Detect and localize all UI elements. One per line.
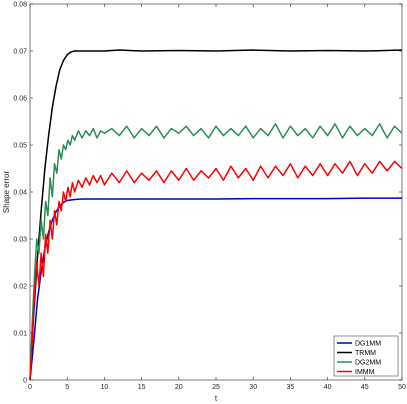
legend-label-trmm: TRMM — [355, 350, 376, 357]
x-tick-label: 15 — [138, 384, 146, 391]
legend: DG1MM TRMM DG2MM IMMM — [333, 335, 399, 377]
x-tick-label: 0 — [28, 384, 32, 391]
plot-area — [29, 3, 403, 381]
y-tick-label: 0.08 — [13, 2, 27, 9]
series-lines — [29, 49, 403, 381]
y-axis-label: Shape error — [2, 171, 11, 214]
x-tick-label: 50 — [398, 384, 406, 391]
series-line-dg1mm — [29, 197, 402, 381]
y-tick-label: 0.07 — [13, 49, 27, 56]
x-tick-label: 40 — [324, 384, 332, 391]
y-tick-label: 0.06 — [13, 96, 27, 103]
x-tick-label: 10 — [101, 384, 109, 391]
x-tick-label: 25 — [212, 384, 220, 391]
y-tick-label: 0.01 — [13, 331, 27, 338]
y-tick-label: 0.05 — [13, 143, 27, 150]
axis-ticks: 0 5 10 15 20 25 30 35 40 45 50 0 0.01 0.02 0.03 0.04 0.0… — [13, 2, 406, 392]
legend-label-dg2mm: DG2MM — [355, 360, 381, 367]
x-tick-label: 20 — [175, 384, 183, 391]
y-tick-label: 0 — [23, 378, 27, 385]
x-tick-label: 5 — [65, 384, 69, 391]
x-tick-label: 30 — [249, 384, 257, 391]
series-line-dg2mm — [29, 123, 403, 381]
x-axis-label: t — [215, 394, 218, 403]
y-tick-label: 0.02 — [13, 284, 27, 291]
y-tick-label: 0.03 — [13, 237, 27, 244]
x-tick-label: 45 — [361, 384, 369, 391]
series-line-immm — [29, 160, 403, 381]
x-tick-label: 35 — [287, 384, 295, 391]
y-tick-label: 0.04 — [13, 190, 27, 197]
legend-label-dg1mm: DG1MM — [355, 341, 381, 348]
series-line-trmm — [29, 49, 403, 381]
legend-label-immm: IMMM — [355, 369, 375, 376]
